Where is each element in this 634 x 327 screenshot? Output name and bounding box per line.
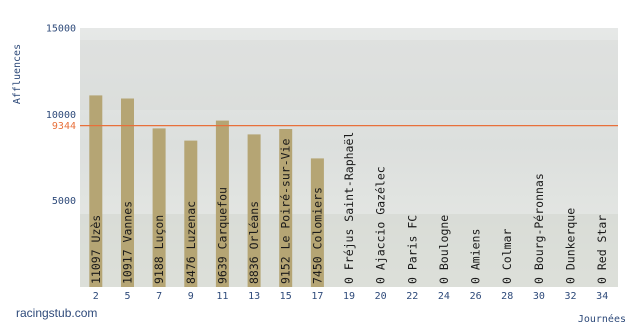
bar-labels-group: 11097 Uzès 10917 Vannes 9188 Luçon 8476 Luz…	[89, 132, 609, 284]
x-tick-label: 19	[343, 291, 355, 302]
bar-data-label: 9188 Luçon	[152, 215, 166, 284]
x-tick-label: 34	[596, 291, 608, 302]
bar-data-label: 0 Colmar	[500, 229, 514, 284]
bar-data-label: 8836 Orléans	[247, 201, 261, 284]
stadium-pitch-shape	[80, 214, 618, 287]
plot-background	[80, 28, 618, 287]
x-axis-title: Journées	[578, 313, 626, 325]
x-tick-label: 15	[280, 291, 292, 302]
x-tick-label: 20	[375, 291, 387, 302]
bar	[152, 128, 166, 287]
bar	[215, 120, 229, 287]
x-tick-label: 17	[311, 291, 323, 302]
x-tick-label: 26	[470, 291, 482, 302]
bars-group	[89, 95, 324, 288]
bar-data-label: 0 Boulogne	[437, 215, 451, 284]
bar-data-label: 0 Ajaccio Gazélec	[374, 166, 388, 284]
bar	[184, 140, 198, 287]
watermark-text: racingstub.com	[16, 306, 97, 320]
bar-data-label: 0 Bourg-Péronnas	[532, 173, 546, 284]
reference-line-group: 9344	[52, 121, 618, 132]
bar-data-label: 8476 Luzenac	[184, 201, 198, 284]
bar-data-label: 11097 Uzès	[89, 215, 103, 284]
bar-data-label: 0 Paris FC	[405, 215, 419, 284]
bar-data-label: 0 Dunkerque	[564, 208, 578, 284]
y-axis-title: Affluences	[12, 44, 23, 104]
y-tick-label: 10000	[46, 110, 76, 121]
bar	[279, 129, 293, 287]
y-tick-label: 5000	[52, 196, 76, 207]
bar	[89, 95, 103, 288]
axes-group: 5000 10000 15000 2 5 7 9 11 13 15 17 19 20 22 24 26 28 30…	[12, 24, 626, 326]
x-tick-label: 30	[533, 291, 545, 302]
bar	[310, 158, 324, 287]
x-tick-label: 11	[216, 291, 228, 302]
bar	[247, 134, 261, 287]
bar-data-label: 9639 Carquefou	[215, 187, 229, 284]
y-tick-label: 15000	[46, 24, 76, 35]
x-tick-label: 32	[564, 291, 576, 302]
x-tick-label: 22	[406, 291, 418, 302]
x-tick-label: 28	[501, 291, 513, 302]
x-tick-label: 13	[248, 291, 260, 302]
x-tick-label: 24	[438, 291, 450, 302]
x-tick-label: 7	[156, 291, 162, 302]
bar-data-label: 10917 Vannes	[121, 201, 135, 284]
reference-line-label: 9344	[52, 121, 76, 132]
bar-data-label: 0 Fréjus Saint-Raphaël	[342, 132, 356, 284]
bar-data-label: 9152 Le Poiré-sur-Vie	[279, 139, 293, 284]
x-tick-label: 9	[188, 291, 194, 302]
x-tick-label: 5	[124, 291, 130, 302]
bar-data-label: 0 Amiens	[469, 229, 483, 284]
bar-data-label: 7450 Colomiers	[310, 187, 324, 284]
stadium-stand-shape	[80, 40, 618, 110]
bar-data-label: 0 Red Star	[595, 215, 609, 284]
bar	[121, 98, 134, 287]
x-tick-label: 2	[93, 291, 99, 302]
